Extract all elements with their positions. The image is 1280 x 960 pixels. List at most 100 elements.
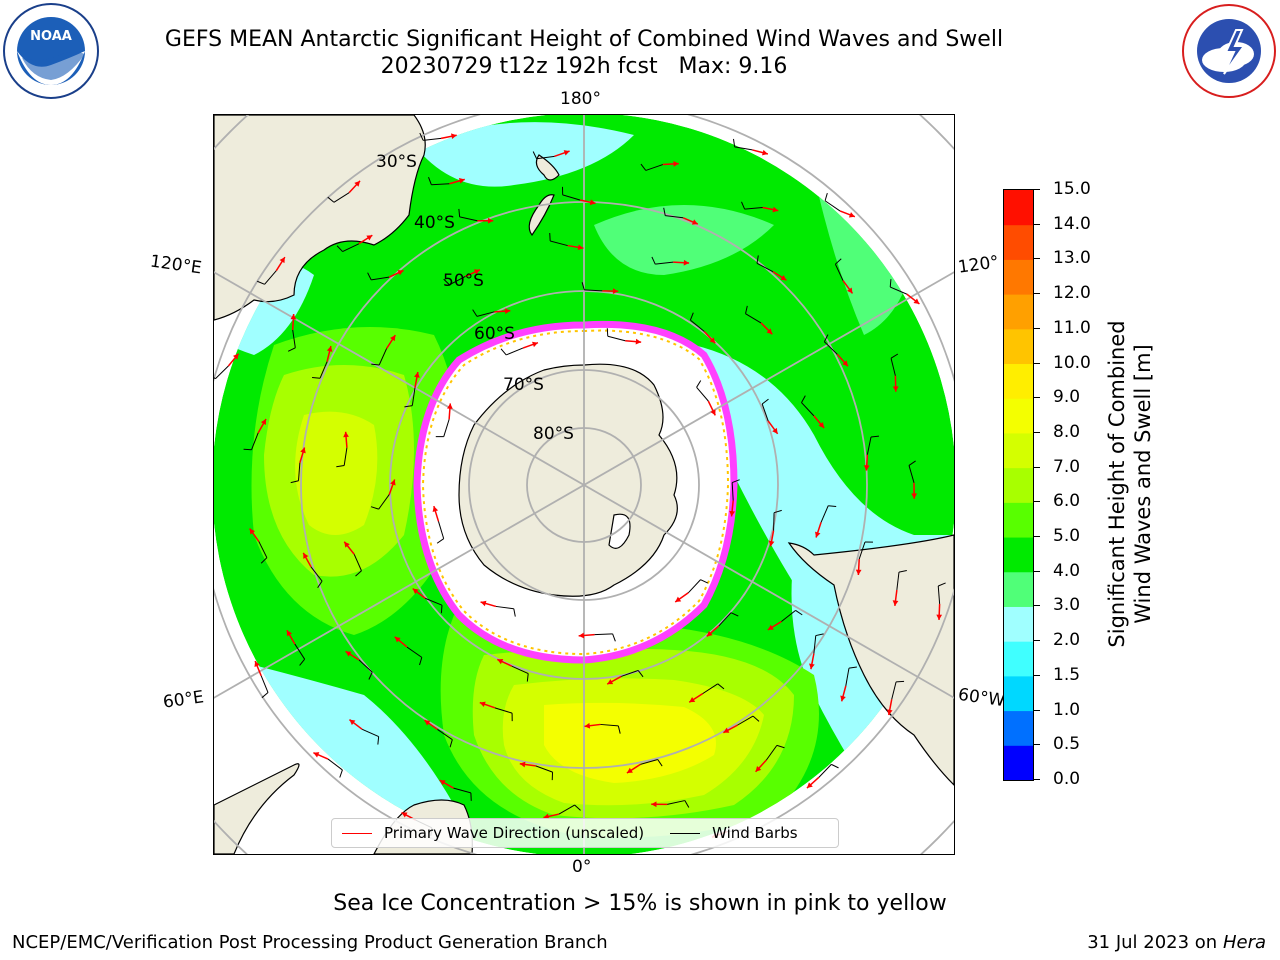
wind-barb-feather bbox=[336, 245, 343, 252]
wind-barb-shaft bbox=[495, 605, 514, 610]
wind-barb-feather bbox=[898, 570, 907, 573]
wind-barb-feather bbox=[290, 480, 299, 484]
wind-barb-feather bbox=[835, 258, 842, 265]
wave-arrow-head bbox=[424, 720, 431, 726]
wave-arrow-head bbox=[691, 219, 698, 225]
chart-subtitle: 20230729 t12z 192h fcst Max: 9.16 bbox=[380, 54, 788, 79]
colorbar-segment bbox=[1004, 398, 1033, 434]
wave-arrow-head bbox=[673, 161, 679, 167]
wind-barb-feather bbox=[612, 633, 616, 642]
wave-arrow-head bbox=[519, 761, 526, 768]
wind-barb-shaft bbox=[333, 192, 350, 203]
wave-arrow-head bbox=[863, 465, 870, 471]
colorbar-tick bbox=[1034, 223, 1040, 225]
legend-label-wave-direction: Primary Wave Direction (unscaled) bbox=[384, 824, 645, 842]
national-weather-service-logo bbox=[1180, 2, 1278, 100]
wave-arrow-head bbox=[780, 274, 787, 281]
lon-label-60e: 60°E bbox=[161, 687, 206, 713]
wind-barb-feather bbox=[257, 280, 265, 285]
wave-arrow-head bbox=[913, 298, 920, 304]
colorbar-tick-label: 5.0 bbox=[1053, 526, 1081, 547]
noaa-logo: NOAA bbox=[2, 2, 100, 100]
colorbar-tick-label: 12.0 bbox=[1053, 283, 1091, 304]
wave-arrow-head bbox=[818, 422, 825, 428]
wave-arrow-head bbox=[635, 338, 642, 345]
wind-barb-shaft bbox=[558, 804, 575, 815]
wind-barb-feather bbox=[663, 207, 666, 216]
wind-barb-shaft bbox=[535, 765, 553, 773]
wind-barb-feather bbox=[419, 132, 424, 141]
wind-barb-feather bbox=[287, 347, 296, 352]
colorbar-tick-label: 6.0 bbox=[1053, 491, 1081, 512]
colorbar-segment bbox=[1004, 259, 1033, 295]
map-legend: Primary Wave Direction (unscaled) Wind B… bbox=[331, 818, 839, 848]
wind-barb-shaft bbox=[459, 216, 478, 222]
wave-arrow-head bbox=[578, 632, 585, 639]
wave-arrow-head bbox=[577, 244, 584, 251]
wind-barb-shaft bbox=[801, 402, 815, 417]
legend-item-wave-direction: Primary Wave Direction (unscaled) bbox=[342, 824, 644, 842]
wind-barb-feather bbox=[752, 715, 760, 722]
wave-arrow-head bbox=[344, 541, 350, 548]
colorbar-tick bbox=[1034, 744, 1040, 746]
wind-barb-shaft bbox=[687, 579, 701, 594]
wind-barb-shaft bbox=[937, 585, 941, 605]
wind-barb-feather bbox=[828, 505, 837, 507]
colorbar-tick-label: 8.0 bbox=[1053, 421, 1081, 442]
wind-barb-feather bbox=[745, 305, 748, 314]
wave-direction-arrows bbox=[227, 133, 943, 839]
graticule bbox=[214, 115, 954, 854]
wind-barb-feather bbox=[689, 312, 694, 321]
wind-barb-feather bbox=[761, 398, 769, 405]
wind-barb-feather bbox=[795, 609, 803, 616]
wind-barb-feather bbox=[317, 580, 323, 589]
wind-barb-feather bbox=[637, 670, 644, 678]
wave-arrow-head bbox=[326, 346, 333, 352]
wind-barb-shaft bbox=[342, 243, 360, 252]
wind-barb-shaft bbox=[858, 541, 866, 560]
colorbar-tick-label: 7.0 bbox=[1053, 456, 1081, 477]
wave-arrow-head bbox=[504, 308, 511, 314]
legend-label-wind-barbs: Wind Barbs bbox=[712, 824, 798, 842]
footer-date-text: 31 Jul 2023 on bbox=[1087, 932, 1223, 953]
wave-arrow-head bbox=[814, 531, 821, 538]
map-panel bbox=[214, 115, 954, 854]
colorbar-segment bbox=[1004, 363, 1033, 399]
wave-arrow-head bbox=[286, 630, 293, 637]
wind-barb-feather bbox=[717, 683, 725, 690]
wind-barb-shaft bbox=[506, 347, 524, 356]
wave-arrow-head bbox=[563, 150, 570, 156]
wind-barb-shaft bbox=[476, 311, 495, 317]
colorbar-tick-label: 13.0 bbox=[1053, 248, 1091, 269]
wind-barb-shaft bbox=[319, 361, 328, 379]
colorbar-tick-label: 0.0 bbox=[1053, 769, 1081, 789]
wind-barb-feather bbox=[449, 739, 453, 748]
footer-host: Hera bbox=[1222, 932, 1266, 953]
colorbar-tick bbox=[1034, 466, 1040, 468]
wind-barb-feather bbox=[756, 255, 759, 264]
wind-barb-shaft bbox=[813, 635, 817, 654]
wave-arrow-head bbox=[497, 659, 504, 665]
wind-barb-shaft bbox=[562, 194, 581, 201]
wind-barb-feather bbox=[261, 692, 269, 699]
lon-label-120w: 120° bbox=[956, 252, 1001, 278]
wind-barb-shaft bbox=[890, 358, 896, 376]
wave-arrow-head bbox=[447, 403, 453, 409]
wind-barb-shaft bbox=[745, 313, 762, 324]
wind-barb-shaft bbox=[640, 759, 658, 765]
wind-barb-shaft bbox=[358, 659, 373, 673]
wind-barb-shaft bbox=[536, 155, 555, 160]
wind-barb-feather bbox=[370, 506, 379, 510]
wind-barb-feather bbox=[371, 363, 380, 366]
landmasses bbox=[214, 115, 954, 854]
wind-barb-shaft bbox=[820, 505, 829, 523]
wave-arrow-head bbox=[766, 328, 773, 335]
wind-barb-feather bbox=[458, 208, 461, 217]
wind-barb-shaft bbox=[765, 745, 778, 761]
wind-barb-feather bbox=[327, 196, 335, 203]
wave-arrow-head bbox=[343, 431, 349, 438]
wave-arrow-head bbox=[290, 313, 297, 320]
colorbar-tick-label: 0.5 bbox=[1053, 734, 1081, 755]
wind-barb-feather bbox=[870, 435, 880, 438]
wind-barbs bbox=[214, 132, 946, 838]
